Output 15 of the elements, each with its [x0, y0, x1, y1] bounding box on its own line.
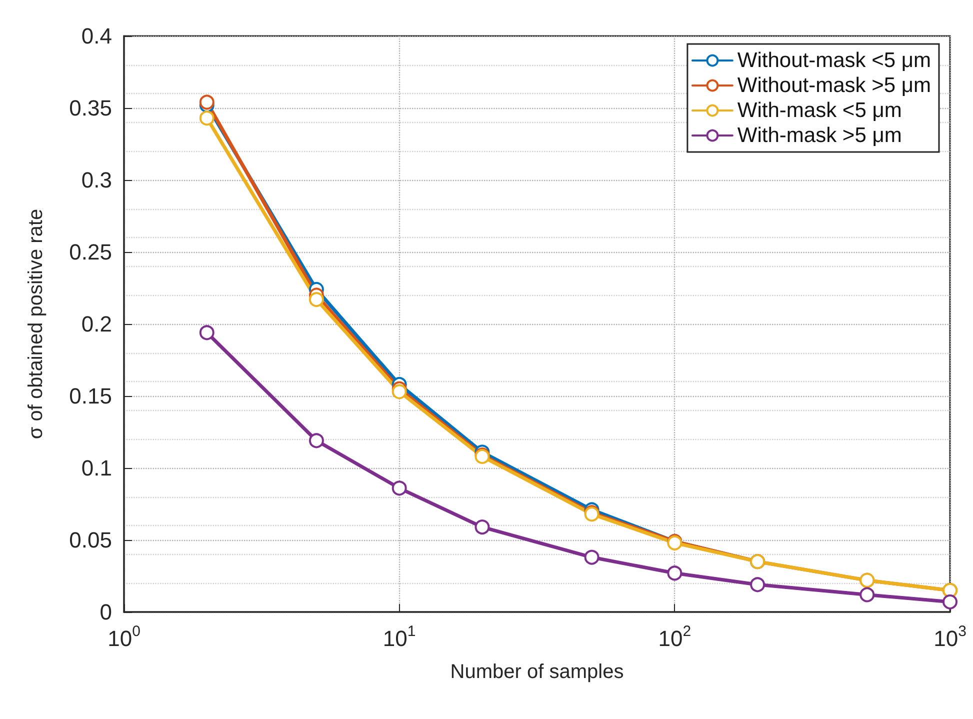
y-tick-label: 0.05 — [69, 528, 112, 552]
legend-label: With-mask >5 μm — [737, 124, 902, 147]
y-tick-label: 0.3 — [81, 168, 112, 192]
y-tick-label: 0.4 — [81, 24, 112, 48]
legend-label: Without-mask <5 μm — [737, 49, 932, 72]
y-tick-label: 0.1 — [81, 456, 112, 480]
y-axis-title: σ of obtained positive rate — [25, 208, 47, 440]
y-tick-label: 0.25 — [69, 240, 112, 264]
y-tick-label: 0.15 — [69, 384, 112, 408]
legend-label: Without-mask >5 μm — [737, 74, 932, 97]
legend-label: With-mask <5 μm — [737, 99, 902, 122]
x-axis-title: Number of samples — [450, 661, 624, 683]
y-tick-label: 0.2 — [81, 312, 112, 336]
y-tick-label: 0 — [100, 600, 112, 624]
y-tick-label: 0.35 — [69, 96, 112, 120]
